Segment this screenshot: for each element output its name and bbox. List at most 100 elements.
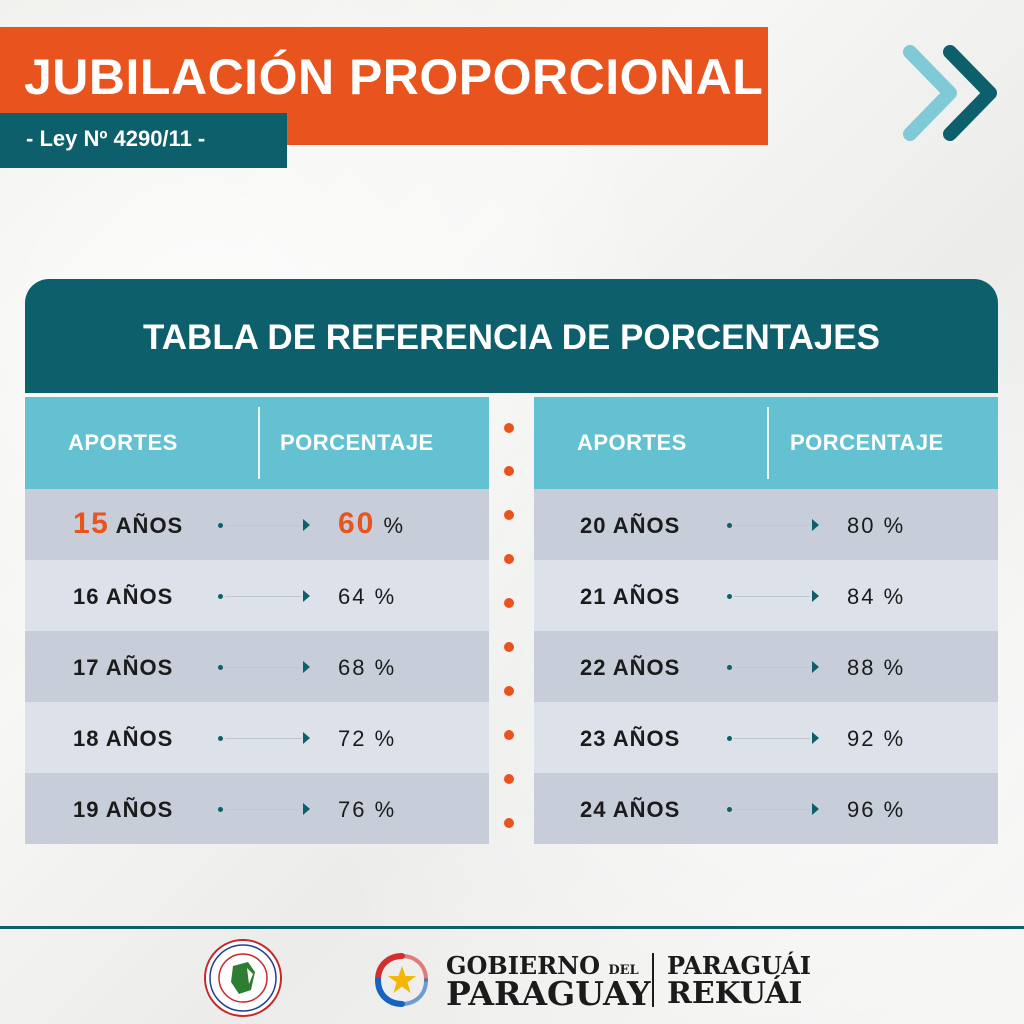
- del-word: DEL: [608, 963, 639, 978]
- table-row: 23 AÑOS 92 %: [534, 702, 998, 773]
- porcentaje-value: 60 %: [338, 507, 405, 541]
- connector-line: [734, 809, 810, 810]
- column-header-aportes: APORTES: [577, 430, 687, 455]
- aportes-value: 23 AÑOS: [580, 726, 681, 751]
- government-star-emblem: [375, 953, 428, 1007]
- column-header-porcentaje: PORCENTAJE: [790, 430, 944, 455]
- column-header-aportes: APORTES: [68, 430, 178, 455]
- connector-line: [734, 596, 810, 597]
- connector-line: [225, 809, 301, 810]
- divider-dot: [504, 686, 514, 696]
- law-reference: - Ley Nº 4290/11 -: [26, 126, 206, 151]
- connector-dot: [727, 594, 732, 599]
- divider-dot: [504, 466, 514, 476]
- gobierno-line-1: GOBIERNO DEL: [446, 951, 639, 980]
- right-table-panel: APORTES PORCENTAJE 20 AÑOS 80 % 21 AÑOS …: [534, 397, 998, 844]
- left-table-panel: APORTES PORCENTAJE 15 AÑOS 60 % 16 AÑOS …: [25, 397, 489, 844]
- column-divider: [258, 407, 260, 479]
- triangle-right-icon: [812, 661, 819, 673]
- connector-dot: [727, 523, 732, 528]
- connector-line: [734, 525, 810, 526]
- divider-dot: [504, 510, 514, 520]
- connector-dot: [727, 665, 732, 670]
- connector-dot: [218, 594, 223, 599]
- connector-dot: [727, 807, 732, 812]
- porcentaje-value: 64 %: [338, 584, 397, 609]
- table-row: 22 AÑOS 88 %: [534, 631, 998, 702]
- law-banner: [0, 113, 287, 168]
- connector-line: [225, 738, 301, 739]
- triangle-right-icon: [812, 519, 819, 531]
- table-row: 19 AÑOS 76 %: [25, 773, 489, 844]
- double-chevron-right-icon: [903, 45, 997, 141]
- column-divider: [767, 407, 769, 479]
- aportes-value: 18 AÑOS: [73, 726, 174, 751]
- connector-line: [225, 667, 301, 668]
- connector-line: [734, 738, 810, 739]
- footer-vertical-divider: [652, 953, 654, 1007]
- table-row: 16 AÑOS 64 %: [25, 560, 489, 631]
- column-header-porcentaje: PORCENTAJE: [280, 430, 434, 455]
- footer-divider-line: [0, 926, 1024, 929]
- aportes-value: 24 AÑOS: [580, 797, 681, 822]
- aportes-value: 21 AÑOS: [580, 584, 681, 609]
- triangle-right-icon: [812, 803, 819, 815]
- gobierno-line-2: PARAGUAY: [446, 974, 651, 1013]
- aportes-value: 15 AÑOS: [73, 507, 183, 541]
- divider-dot: [504, 642, 514, 652]
- triangle-right-icon: [303, 803, 310, 815]
- aportes-value: 16 AÑOS: [73, 584, 174, 609]
- divider-dot: [504, 423, 514, 433]
- table-header-band: [25, 279, 998, 393]
- divider-dot: [504, 598, 514, 608]
- connector-dot: [727, 736, 732, 741]
- table-row: 15 AÑOS 60 %: [25, 489, 489, 560]
- table-row: 24 AÑOS 96 %: [534, 773, 998, 844]
- connector-line: [225, 596, 301, 597]
- triangle-right-icon: [303, 590, 310, 602]
- page-title: JUBILACIÓN PROPORCIONAL: [24, 49, 764, 105]
- porcentaje-highlight-number: 60: [338, 507, 376, 540]
- ips-seal-logo: [204, 939, 282, 1017]
- column-header-row: APORTES PORCENTAJE: [534, 397, 998, 489]
- porcentaje-unit: %: [383, 513, 406, 538]
- aportes-value: 20 AÑOS: [580, 513, 681, 538]
- porcentaje-value: 72 %: [338, 726, 397, 751]
- table-row: 21 AÑOS 84 %: [534, 560, 998, 631]
- triangle-right-icon: [303, 519, 310, 531]
- aportes-value: 19 AÑOS: [73, 797, 174, 822]
- column-header-row: APORTES PORCENTAJE: [25, 397, 489, 489]
- divider-dot: [504, 818, 514, 828]
- triangle-right-icon: [303, 732, 310, 744]
- connector-dot: [218, 523, 223, 528]
- porcentaje-value: 88 %: [847, 655, 906, 680]
- table-row: 17 AÑOS 68 %: [25, 631, 489, 702]
- aportes-value: 22 AÑOS: [580, 655, 681, 680]
- triangle-right-icon: [812, 732, 819, 744]
- triangle-right-icon: [303, 661, 310, 673]
- connector-dot: [218, 807, 223, 812]
- aportes-highlight-number: 15: [73, 507, 110, 540]
- table-row: 20 AÑOS 80 %: [534, 489, 998, 560]
- paraguai-line-2: REKUÁI: [667, 976, 803, 1011]
- connector-dot: [218, 736, 223, 741]
- connector-line: [225, 525, 301, 526]
- aportes-value: 17 AÑOS: [73, 655, 174, 680]
- porcentaje-value: 68 %: [338, 655, 397, 680]
- connector-line: [734, 667, 810, 668]
- triangle-right-icon: [812, 590, 819, 602]
- porcentaje-value: 76 %: [338, 797, 397, 822]
- divider-dot: [504, 554, 514, 564]
- divider-dot: [504, 730, 514, 740]
- divider-dot: [504, 774, 514, 784]
- gobierno-word: GOBIERNO: [446, 951, 600, 980]
- porcentaje-value: 84 %: [847, 584, 906, 609]
- paraguai-line-1: PARAGUÁI: [667, 951, 812, 980]
- table-title: TABLA DE REFERENCIA DE PORCENTAJES: [143, 318, 880, 357]
- table-row: 18 AÑOS 72 %: [25, 702, 489, 773]
- porcentaje-value: 96 %: [847, 797, 906, 822]
- connector-dot: [218, 665, 223, 670]
- porcentaje-value: 92 %: [847, 726, 906, 751]
- porcentaje-value: 80 %: [847, 513, 906, 538]
- aportes-unit: AÑOS: [115, 513, 184, 538]
